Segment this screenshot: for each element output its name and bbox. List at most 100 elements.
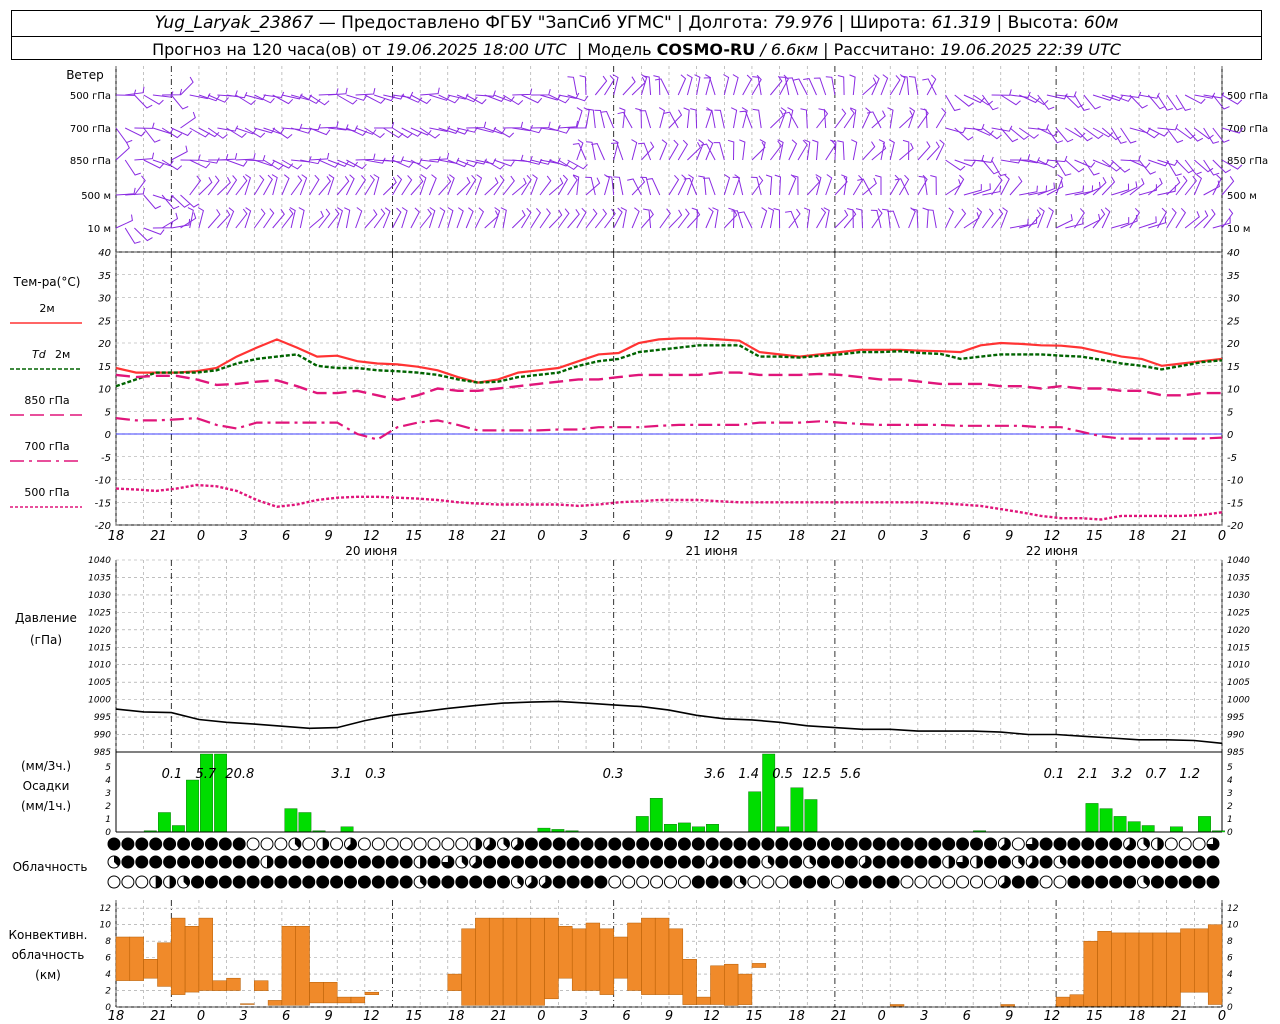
cloud-symbol <box>886 855 900 869</box>
precip-total-label: 20.8 <box>225 767 254 782</box>
wind-barb <box>465 174 477 196</box>
wind-barb <box>731 210 744 229</box>
wind-barb <box>1194 127 1214 140</box>
cloud-circle <box>455 875 469 889</box>
cloud-circle <box>121 875 135 889</box>
wind-barb <box>713 142 725 161</box>
wind-barb <box>521 174 532 196</box>
wind-barb <box>484 210 499 229</box>
cloud-symbol <box>274 837 288 851</box>
wind-barb <box>620 207 627 229</box>
temp-hour-label: 3 <box>580 529 588 544</box>
wind-barb <box>392 91 414 99</box>
temp-series-2 <box>115 371 1222 402</box>
wind-barb <box>309 174 320 196</box>
cloud-symbol <box>413 837 427 851</box>
temp-ytick-right: 20 <box>1227 339 1240 350</box>
cloud-symbol <box>218 875 232 889</box>
cloud-symbol <box>622 855 636 869</box>
cloud-symbol <box>691 837 705 851</box>
station-name: Yug_Laryak_23867 <box>154 13 314 33</box>
cloud-fill <box>420 876 427 887</box>
cloud-symbol <box>1025 855 1039 869</box>
cloud-circle <box>1178 837 1192 851</box>
cloud-circle <box>1095 855 1109 869</box>
cloud-symbol <box>650 837 664 851</box>
wind-barb <box>1092 208 1106 229</box>
temp-ytick-right: -5 <box>1227 453 1237 464</box>
cloud-symbol <box>594 855 608 869</box>
wind-barb <box>841 174 848 196</box>
wind-barb <box>1092 94 1114 101</box>
wind-barb <box>1175 159 1195 174</box>
wind-barb <box>668 209 683 229</box>
wind-barb <box>143 94 164 105</box>
cloud-circle <box>1011 837 1025 851</box>
wind-barb <box>392 127 413 139</box>
cloud-symbol <box>970 855 983 869</box>
wind-barb <box>972 127 994 136</box>
cloud-symbol <box>204 837 218 851</box>
precip-bar <box>664 824 677 833</box>
cloud-symbol <box>1178 875 1192 889</box>
precip-bar <box>776 826 790 833</box>
wind-barb <box>1184 127 1204 142</box>
wind-barb <box>1157 207 1167 229</box>
cloud-symbol <box>1164 875 1178 889</box>
wind-barb <box>300 123 321 131</box>
conv-cloud-bar <box>254 980 269 991</box>
cloud-fill <box>740 876 747 887</box>
cloud-symbol <box>775 837 789 851</box>
temp-ytick-left: -5 <box>101 453 111 464</box>
wind-barb <box>1138 216 1157 229</box>
temp-hour-label: 15 <box>405 529 422 544</box>
wind-barb <box>327 159 349 168</box>
precip-total-label: 3.6 <box>704 767 725 782</box>
wind-barb <box>613 176 624 196</box>
wind-barb <box>690 108 698 129</box>
cloud-circle <box>1192 837 1206 851</box>
wind-barb <box>429 125 451 132</box>
wind-barb <box>751 141 766 161</box>
wind-barb <box>484 177 499 196</box>
cloud-symbol <box>302 875 316 889</box>
wind-barb <box>752 76 762 96</box>
wind-barb <box>493 94 515 103</box>
wind-barb <box>1000 94 1021 106</box>
precip-bar <box>1169 826 1183 833</box>
wind-barb <box>530 174 538 196</box>
wind-barb <box>705 207 714 229</box>
wind-barb <box>521 207 532 229</box>
pressure-line <box>115 700 1223 745</box>
cloud-circle <box>691 855 705 869</box>
cloud-symbol <box>1192 837 1206 851</box>
temp-hour-label: 21 <box>491 529 508 544</box>
conv-hour-label: 3 <box>920 1009 928 1024</box>
wind-barb <box>866 111 882 129</box>
cloud-symbol <box>149 855 163 869</box>
cloud-circle <box>1109 875 1123 889</box>
cloud-symbol <box>177 837 191 851</box>
wind-barb <box>410 159 432 170</box>
conv-cloud-bar <box>143 959 158 979</box>
cloud-symbol <box>1011 875 1025 889</box>
cloud-circle <box>844 875 858 889</box>
cloud-circle <box>844 855 858 869</box>
wind-barb <box>557 174 569 196</box>
cloud-circle <box>288 855 302 869</box>
wind-barb <box>727 139 735 161</box>
cloud-symbol <box>399 855 413 869</box>
cloud-circle <box>608 837 622 851</box>
wind-barb <box>1065 217 1084 229</box>
cloud-symbol <box>1123 837 1137 851</box>
cloud-symbol <box>1137 837 1150 851</box>
wind-barb <box>161 194 180 210</box>
wind-barb <box>189 127 210 138</box>
cloud-symbol <box>469 875 483 889</box>
precip-bar <box>762 753 776 833</box>
wind-barb <box>847 208 854 229</box>
cloud-fill <box>183 876 190 887</box>
wind-barb <box>812 139 819 161</box>
wind-barb <box>281 159 303 170</box>
